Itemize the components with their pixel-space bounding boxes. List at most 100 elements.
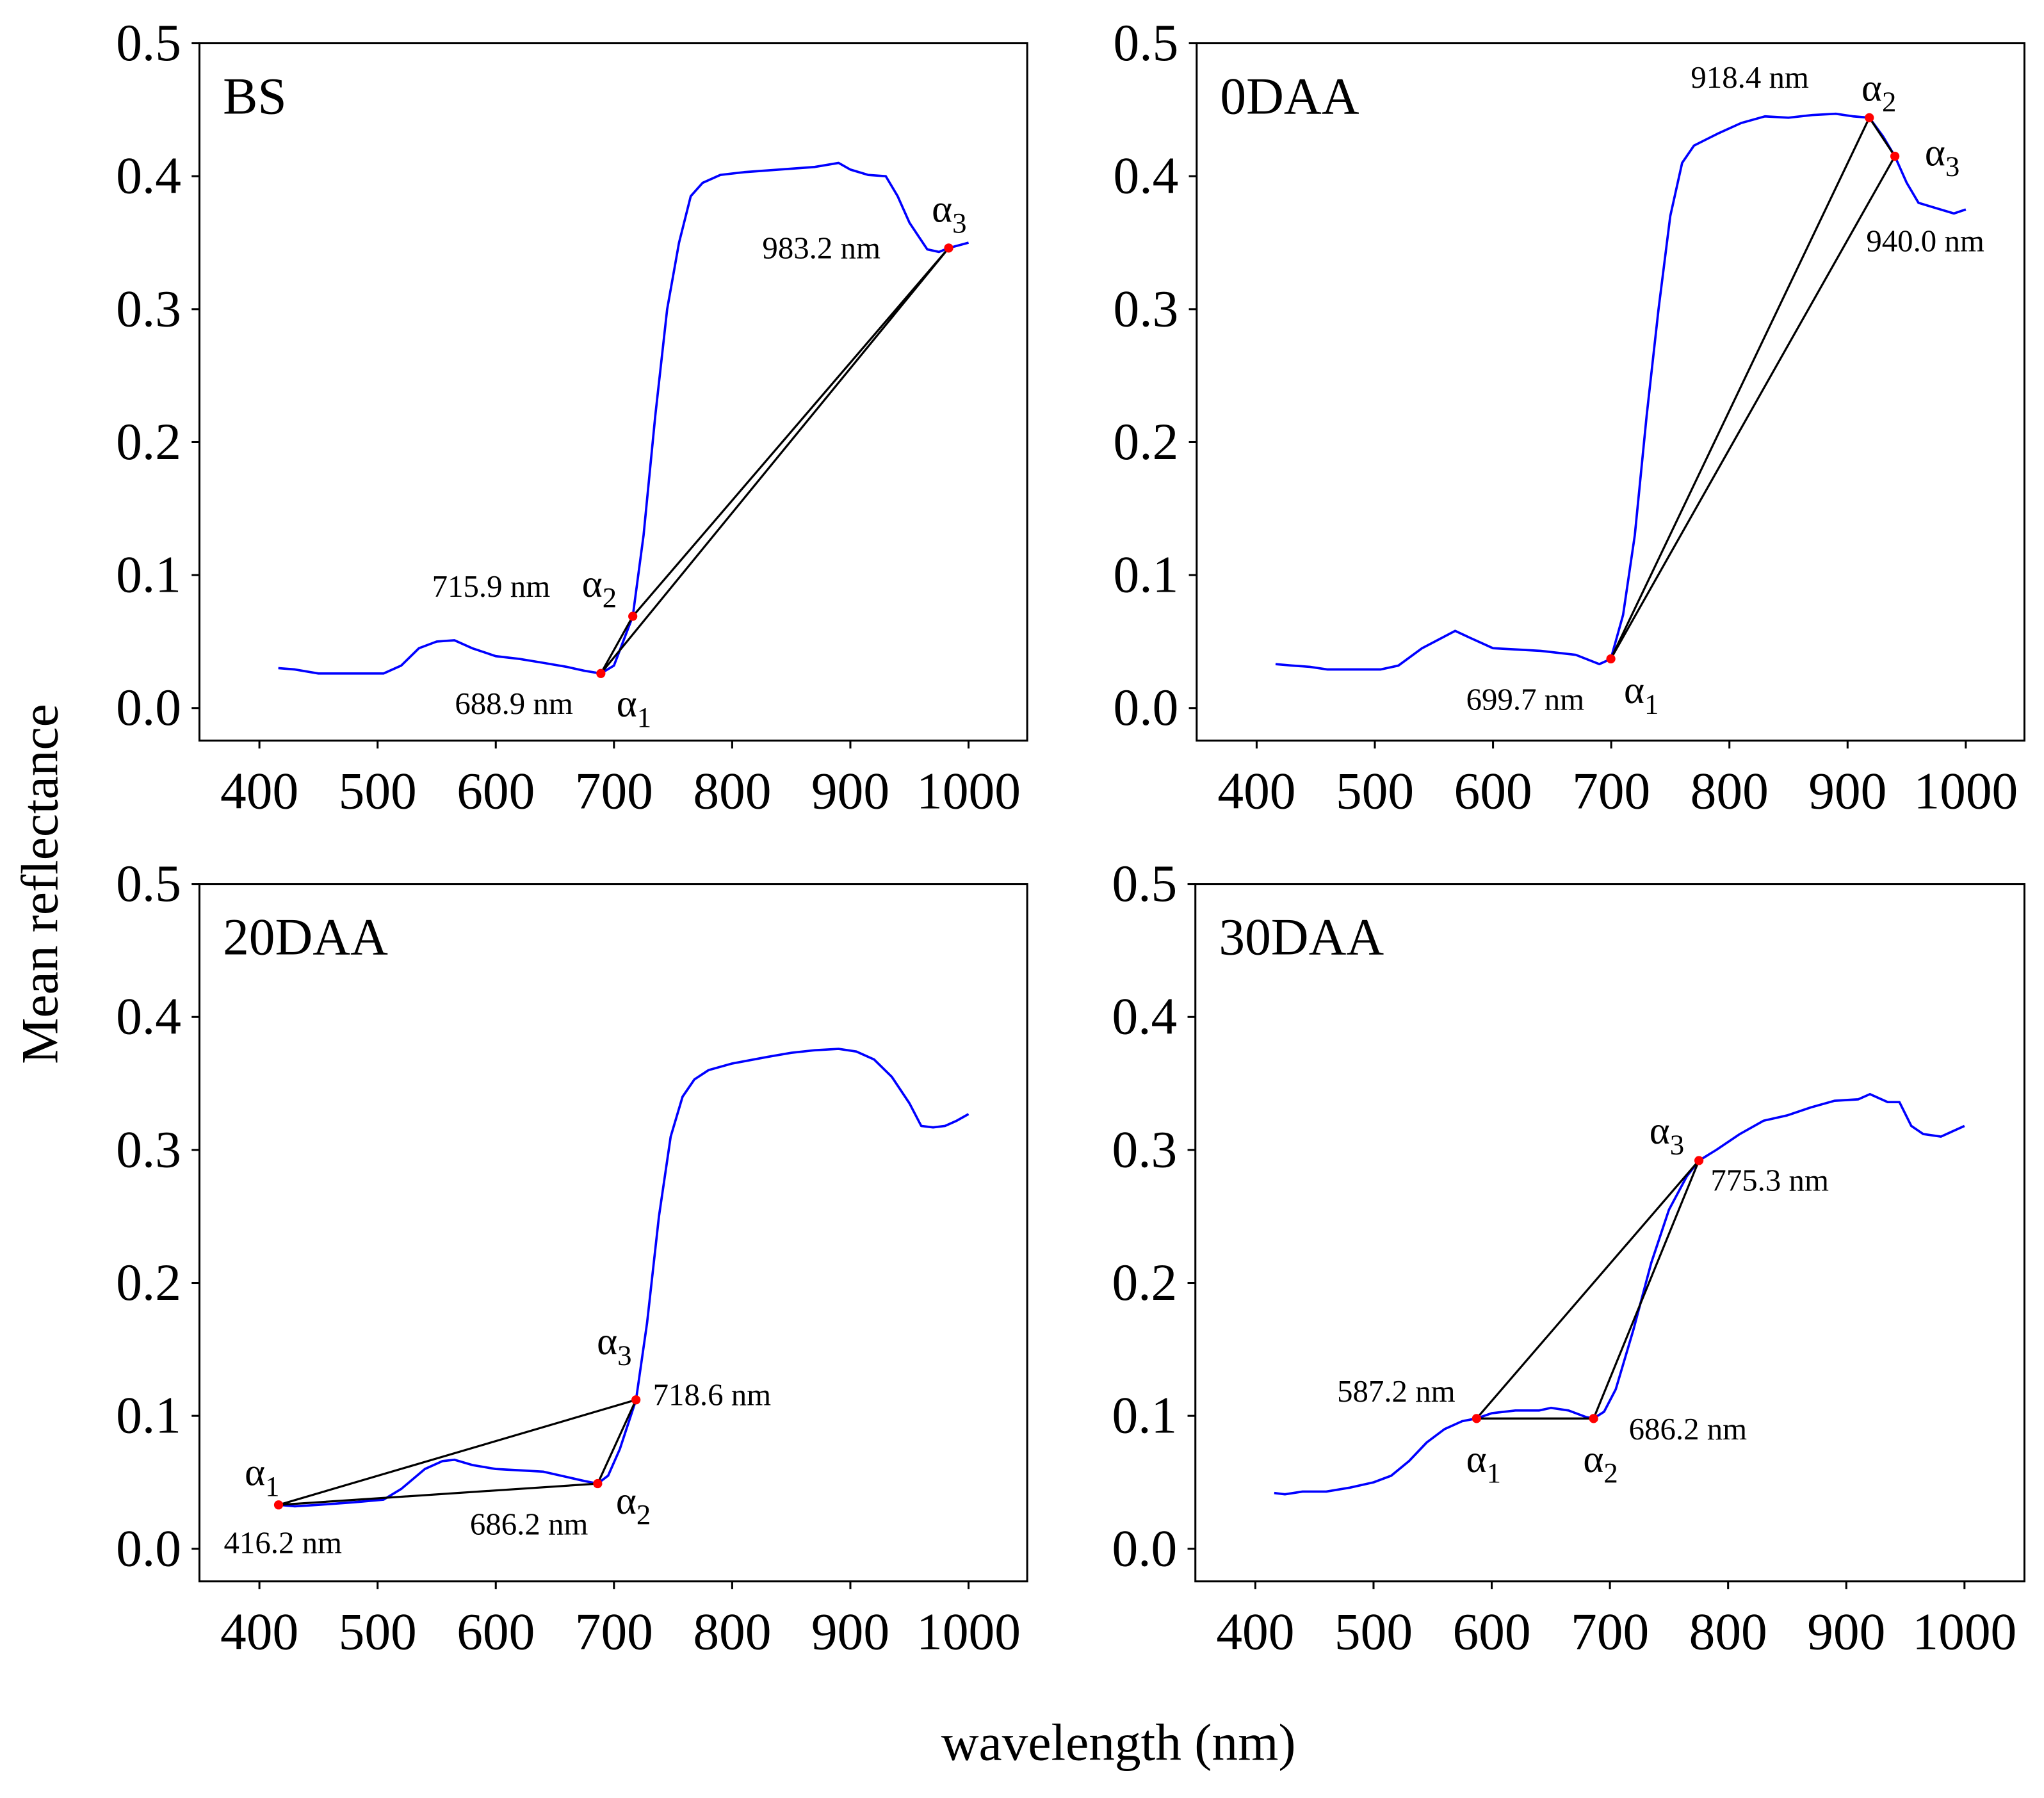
alpha-subscript: 2 xyxy=(637,1498,651,1530)
alpha-subscript: 2 xyxy=(1882,86,1896,118)
y-tick-label: 0.2 xyxy=(1114,412,1179,471)
panel-title: 0DAA xyxy=(1220,67,1359,125)
y-tick-label: 0.4 xyxy=(116,987,181,1046)
wavelength-label: 983.2 nm xyxy=(762,231,880,266)
panel-title: BS xyxy=(223,67,287,125)
alpha-label: α3 xyxy=(1650,1110,1684,1160)
alpha-subscript: 3 xyxy=(952,207,966,239)
wavelength-label: 688.9 nm xyxy=(455,686,573,721)
alpha-symbol: α xyxy=(245,1452,265,1494)
alpha-label: α3 xyxy=(932,188,966,239)
panel-30daa: 0.0 0.1 0.2 0.3 0.4 0.5 400 500 600 700 800 900 1000… xyxy=(1112,854,2025,1661)
x-tick-label: 900 xyxy=(811,762,889,820)
y-tick-label: 0.0 xyxy=(116,1519,181,1577)
y-tick-label: 0.3 xyxy=(1114,279,1179,337)
x-tick-label: 500 xyxy=(339,762,417,820)
x-tick-label: 900 xyxy=(1808,762,1886,820)
x-tick-label: 600 xyxy=(1454,762,1532,820)
y-tick-label: 0.1 xyxy=(116,1386,181,1445)
plot-frame xyxy=(198,883,1028,1583)
y-tick-label: 0.1 xyxy=(116,546,181,604)
x-tick-label: 500 xyxy=(1334,1603,1413,1661)
x-tick-label: 800 xyxy=(693,762,771,820)
x-tick-label: 800 xyxy=(693,1603,771,1661)
alpha-label: α3 xyxy=(1925,131,1959,182)
wavelength-label: 918.4 nm xyxy=(1691,60,1809,95)
alpha-point-2 xyxy=(628,611,638,621)
alpha-symbol: α xyxy=(616,1480,637,1523)
alpha-subscript: 3 xyxy=(1945,150,1959,182)
alpha-point-2 xyxy=(1589,1414,1598,1423)
wavelength-label: 699.7 nm xyxy=(1466,681,1585,717)
alpha-point-1 xyxy=(1606,654,1616,664)
y-tick-label: 0.5 xyxy=(1114,13,1179,72)
alpha-symbol: α xyxy=(617,683,637,725)
wavelength-label: 715.9 nm xyxy=(432,569,551,604)
alpha-subscript: 3 xyxy=(1670,1128,1684,1160)
alpha-symbol: α xyxy=(582,563,603,606)
y-tick-label: 0.1 xyxy=(1112,1386,1177,1445)
alpha-subscript: 2 xyxy=(1603,1457,1618,1489)
y-tick-label: 0.0 xyxy=(116,678,181,736)
x-tick-label: 700 xyxy=(575,1603,653,1661)
x-tick-label: 800 xyxy=(1691,762,1769,820)
x-tick-label: 400 xyxy=(220,1603,298,1661)
alpha-symbol: α xyxy=(1925,131,1945,174)
alpha-label: α2 xyxy=(582,563,617,613)
reflectance-curve xyxy=(1274,1092,1965,1496)
alpha-label: α2 xyxy=(1862,67,1896,117)
panel-20daa: 0.0 0.1 0.2 0.3 0.4 0.5 400 500 600 700 800 900 1000… xyxy=(116,854,1028,1661)
plot-frame xyxy=(198,42,1028,742)
alpha-symbol: α xyxy=(1650,1110,1670,1153)
x-tick-label: 1000 xyxy=(916,762,1021,820)
y-tick-label: 0.3 xyxy=(1112,1120,1177,1178)
alpha-symbol: α xyxy=(1624,669,1644,712)
alpha-point-3 xyxy=(1890,151,1900,161)
alpha-subscript: 1 xyxy=(1487,1457,1501,1489)
plot-frame xyxy=(1196,42,2025,742)
x-tick-label: 600 xyxy=(457,1603,535,1661)
alpha-label: α1 xyxy=(617,683,651,733)
alpha-triangle xyxy=(1610,115,1897,660)
y-tick-label: 0.5 xyxy=(1112,854,1177,912)
x-tick-label: 900 xyxy=(1807,1603,1885,1661)
y-tick-label: 0.5 xyxy=(116,854,181,912)
alpha-subscript: 1 xyxy=(265,1470,279,1502)
x-tick-label: 400 xyxy=(1216,1603,1294,1661)
alpha-symbol: α xyxy=(932,188,952,231)
x-axis-title: wavelength (nm) xyxy=(941,1713,1296,1772)
alpha-label: α1 xyxy=(245,1452,279,1502)
panel-bs: 0.0 0.1 0.2 0.3 0.4 0.5 400 500 600 700 800 900 1000… xyxy=(116,13,1028,820)
alpha-symbol: α xyxy=(1583,1438,1603,1481)
x-tick-label: 1000 xyxy=(916,1603,1021,1661)
alpha-point-1 xyxy=(596,668,606,678)
y-tick-label: 0.2 xyxy=(116,1253,181,1311)
y-tick-label: 0.2 xyxy=(1112,1253,1177,1311)
wavelength-label: 416.2 nm xyxy=(224,1525,343,1560)
x-tick-label: 700 xyxy=(1572,762,1650,820)
y-axis-title: Mean reflectance xyxy=(11,704,69,1064)
alpha-subscript: 3 xyxy=(617,1339,631,1371)
alpha-triangle xyxy=(278,1398,638,1506)
x-tick-label: 600 xyxy=(1452,1603,1530,1661)
y-tick-label: 0.4 xyxy=(116,147,181,205)
wavelength-label: 686.2 nm xyxy=(1629,1411,1748,1446)
x-tick-label: 900 xyxy=(811,1603,889,1661)
wavelength-label: 718.6 nm xyxy=(653,1377,772,1412)
alpha-point-2 xyxy=(593,1478,603,1489)
y-tick-label: 0.0 xyxy=(1112,1519,1177,1577)
alpha-point-3 xyxy=(1694,1156,1704,1165)
x-tick-label: 500 xyxy=(339,1603,417,1661)
alpha-triangle xyxy=(599,247,950,674)
alpha-point-3 xyxy=(631,1395,641,1405)
alpha-triangle xyxy=(1474,1160,1700,1420)
panel-title: 20DAA xyxy=(223,908,388,966)
alpha-label: α1 xyxy=(1466,1438,1501,1489)
alpha-label: α2 xyxy=(616,1480,651,1530)
y-tick-label: 0.0 xyxy=(1114,678,1179,736)
x-tick-label: 700 xyxy=(575,762,653,820)
alpha-point-1 xyxy=(1472,1414,1482,1423)
alpha-label: α2 xyxy=(1583,1438,1618,1489)
reflectance-curve xyxy=(278,1048,969,1508)
alpha-point-3 xyxy=(944,243,953,253)
